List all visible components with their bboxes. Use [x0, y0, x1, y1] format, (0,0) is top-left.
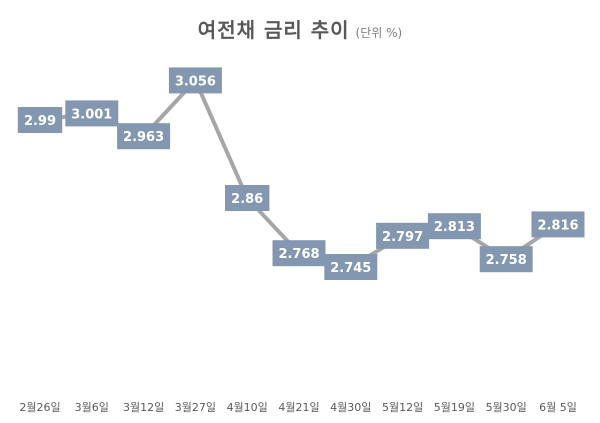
- x-tick-label: 3월6일: [75, 400, 109, 414]
- x-tick-label: 5월12일: [382, 400, 423, 414]
- chart-title: 여전채 금리 추이: [197, 18, 350, 42]
- data-label-box: [427, 213, 481, 240]
- x-tick-label: 4월21일: [278, 400, 319, 414]
- chart-title-block: 여전채 금리 추이 (단위 %): [0, 14, 600, 43]
- data-label: 2.963: [123, 130, 164, 145]
- data-label-box: [17, 107, 63, 133]
- data-label: 2.758: [486, 253, 527, 268]
- data-point-6: 2.745: [324, 254, 378, 280]
- data-label-box: [479, 246, 533, 273]
- data-label: 2.745: [330, 261, 371, 276]
- data-label: 2.99: [24, 114, 56, 129]
- x-tick-label: 4월30일: [330, 400, 371, 414]
- data-label-box: [117, 123, 171, 150]
- data-label-box: [65, 100, 119, 127]
- x-tick-label: 3월27일: [175, 400, 216, 414]
- x-tick-label: 4월10일: [227, 400, 268, 414]
- data-label: 3.001: [71, 107, 112, 122]
- data-point-10: 2.816: [531, 211, 585, 238]
- data-label: 2.816: [537, 218, 578, 233]
- data-label-box: [324, 254, 378, 280]
- data-point-0: 2.99: [17, 107, 63, 133]
- data-label-box: [376, 222, 430, 249]
- data-point-4: 2.86: [225, 185, 270, 211]
- x-tick-label: 5월19일: [434, 400, 475, 414]
- data-label: 2.86: [231, 192, 263, 207]
- x-tick-label: 3월12일: [123, 400, 164, 414]
- data-point-1: 3.001: [65, 100, 119, 127]
- data-point-5: 2.768: [272, 240, 326, 267]
- data-label: 2.797: [382, 230, 423, 245]
- data-label-box: [168, 67, 222, 94]
- data-label-box: [272, 240, 326, 267]
- data-label: 2.768: [278, 247, 319, 262]
- data-label-box: [531, 211, 585, 238]
- data-point-8: 2.813: [427, 213, 481, 240]
- data-point-9: 2.758: [479, 246, 533, 273]
- data-point-2: 2.963: [117, 123, 171, 150]
- data-point-3: 3.056: [168, 67, 222, 94]
- data-label-box: [225, 185, 270, 211]
- chart-unit: (단위 %): [355, 26, 403, 40]
- x-tick-label: 5월30일: [486, 400, 527, 414]
- x-tick-label: 6월 5일: [539, 400, 577, 414]
- x-tick-label: 2월26일: [19, 400, 60, 414]
- data-point-7: 2.797: [376, 222, 430, 249]
- data-label: 2.813: [434, 220, 475, 235]
- data-label: 3.056: [175, 74, 216, 89]
